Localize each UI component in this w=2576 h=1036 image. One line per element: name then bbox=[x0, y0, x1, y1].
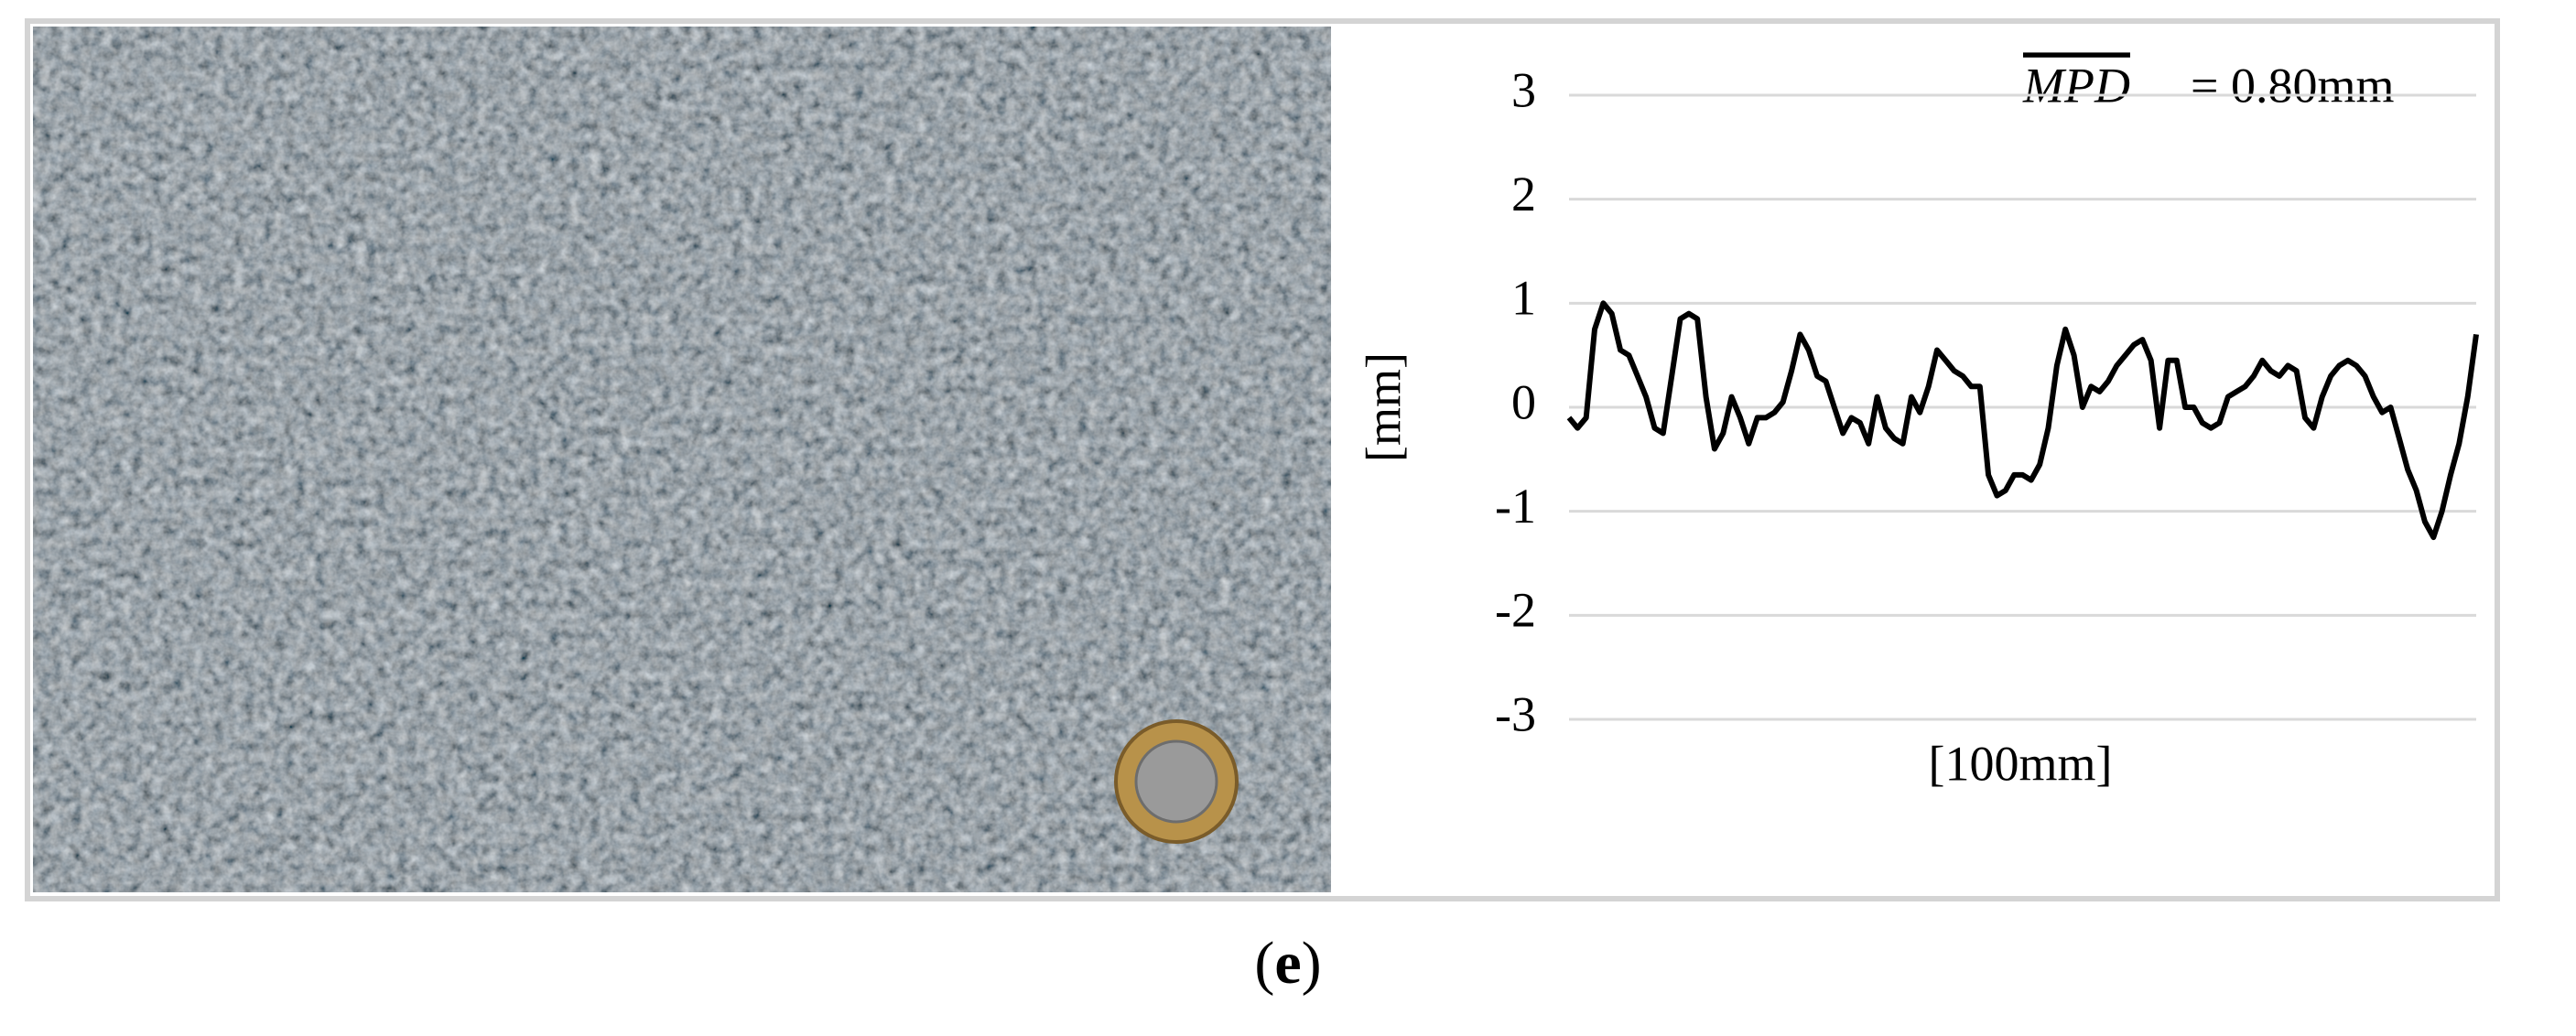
y-tick-label: -2 bbox=[1495, 583, 1536, 638]
caption-open: ( bbox=[1254, 930, 1274, 997]
y-tick-label: 2 bbox=[1511, 167, 1536, 221]
annotation-symbol: MPD bbox=[2022, 58, 2130, 113]
pavement-photo bbox=[33, 27, 1331, 892]
y-tick-label: -3 bbox=[1495, 686, 1536, 741]
y-tick-label: 3 bbox=[1511, 62, 1536, 117]
annotation-text: = 0.80mm bbox=[2191, 58, 2394, 113]
y-axis-label: [mm] bbox=[1356, 352, 1411, 462]
coin-center bbox=[1134, 739, 1218, 824]
caption: (e) bbox=[1254, 930, 1321, 997]
caption-close: ) bbox=[1302, 930, 1322, 997]
y-tick-label: -1 bbox=[1495, 479, 1536, 534]
y-tick-label: 0 bbox=[1511, 374, 1536, 429]
y-tick-label: 1 bbox=[1511, 271, 1536, 326]
x-axis-label: [100mm] bbox=[1929, 736, 2113, 791]
caption-letter: e bbox=[1274, 930, 1301, 997]
profile-line bbox=[1566, 300, 2479, 541]
